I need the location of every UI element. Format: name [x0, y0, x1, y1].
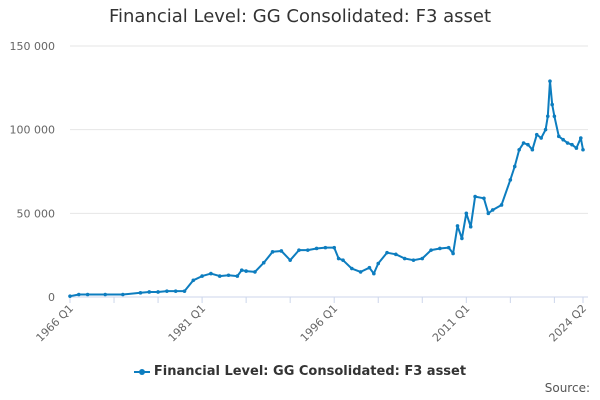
data-point[interactable] — [486, 211, 491, 216]
data-point[interactable] — [235, 274, 240, 278]
data-point[interactable] — [552, 114, 557, 119]
data-point[interactable] — [402, 256, 407, 261]
data-point[interactable] — [336, 256, 341, 261]
data-point[interactable] — [521, 141, 526, 145]
series-layer — [68, 79, 585, 298]
x-axis — [69, 296, 588, 303]
data-point[interactable] — [460, 236, 464, 241]
legend-swatch — [133, 368, 150, 375]
data-point[interactable] — [332, 245, 337, 250]
data-point[interactable] — [173, 289, 178, 293]
data-point[interactable] — [581, 147, 585, 152]
data-point[interactable] — [545, 114, 550, 119]
data-point[interactable] — [455, 224, 460, 228]
data-point[interactable] — [508, 178, 513, 182]
data-point[interactable] — [297, 248, 301, 252]
data-point[interactable] — [534, 132, 539, 137]
source-label: Source: — [544, 381, 590, 395]
data-point[interactable] — [200, 274, 204, 278]
data-point[interactable] — [482, 196, 486, 201]
y-tick-label: 100 000 — [10, 124, 56, 137]
data-point[interactable] — [451, 251, 455, 256]
data-point[interactable] — [261, 260, 266, 265]
data-point[interactable] — [574, 146, 579, 150]
data-point[interactable] — [121, 292, 125, 297]
data-point[interactable] — [539, 136, 543, 140]
x-tick-label: 2011 Q1 — [430, 302, 473, 345]
data-point[interactable] — [438, 246, 442, 251]
chart-title: Financial Level: GG Consolidated: F3 ass… — [108, 6, 492, 27]
data-point[interactable] — [512, 164, 517, 169]
data-point[interactable] — [565, 141, 570, 145]
data-point[interactable] — [473, 194, 477, 199]
data-point[interactable] — [358, 270, 363, 274]
data-point[interactable] — [530, 147, 535, 152]
data-point[interactable] — [517, 147, 521, 152]
data-point[interactable] — [182, 289, 187, 293]
data-point[interactable] — [279, 249, 284, 253]
data-point[interactable] — [350, 266, 354, 271]
data-point[interactable] — [550, 102, 554, 107]
data-point[interactable] — [543, 127, 548, 132]
data-point[interactable] — [244, 269, 248, 273]
data-point[interactable] — [490, 208, 495, 212]
data-point[interactable] — [367, 265, 372, 270]
data-point[interactable] — [420, 256, 425, 261]
data-point[interactable] — [429, 248, 433, 252]
data-point[interactable] — [385, 250, 389, 255]
legend-label: Financial Level: GG Consolidated: F3 ass… — [153, 364, 467, 379]
data-point[interactable] — [103, 292, 108, 297]
data-point[interactable] — [468, 224, 473, 229]
data-point[interactable] — [464, 211, 469, 216]
data-point[interactable] — [226, 273, 231, 278]
legend[interactable]: Financial Level: GG Consolidated: F3 ass… — [0, 364, 600, 379]
data-point[interactable] — [411, 258, 416, 262]
data-point[interactable] — [165, 289, 169, 293]
x-tick-label: 2024 Q2 — [547, 302, 590, 345]
data-point[interactable] — [499, 203, 504, 207]
data-point[interactable] — [209, 271, 213, 276]
data-point[interactable] — [217, 274, 222, 278]
data-point[interactable] — [526, 142, 530, 147]
data-point[interactable] — [253, 270, 257, 274]
data-point[interactable] — [77, 292, 81, 297]
data-point[interactable] — [288, 258, 292, 262]
data-point[interactable] — [578, 136, 583, 140]
x-tick-label: 1966 Q1 — [34, 302, 77, 345]
tick-labels: 0 50 000 100 000 150 000 1966 Q1 1981 Q1 1996 … — [10, 40, 590, 344]
data-point[interactable] — [270, 250, 275, 254]
data-point[interactable] — [548, 79, 552, 83]
data-point[interactable] — [239, 268, 244, 273]
data-point[interactable] — [446, 245, 451, 250]
data-point[interactable] — [68, 294, 72, 298]
data-point[interactable] — [556, 134, 561, 139]
x-tick-label: 1996 Q1 — [298, 302, 341, 345]
y-tick-label: 150 000 — [10, 40, 56, 53]
data-point[interactable] — [147, 290, 152, 294]
data-point[interactable] — [341, 258, 345, 262]
data-point[interactable] — [191, 278, 196, 283]
data-point[interactable] — [570, 142, 574, 147]
data-point[interactable] — [323, 245, 328, 250]
data-point[interactable] — [138, 291, 143, 295]
data-point[interactable] — [85, 292, 90, 297]
data-point[interactable] — [561, 137, 565, 142]
data-point[interactable] — [372, 271, 376, 276]
data-point[interactable] — [305, 248, 310, 252]
data-point[interactable] — [314, 246, 319, 251]
x-tick-label: 1981 Q1 — [166, 302, 209, 345]
gridlines — [70, 45, 588, 214]
data-point[interactable] — [394, 252, 398, 257]
y-tick-label: 0 — [48, 291, 55, 304]
data-point[interactable] — [156, 290, 160, 294]
data-point[interactable] — [376, 261, 381, 266]
y-tick-label: 50 000 — [17, 207, 56, 220]
series-line — [69, 80, 584, 298]
